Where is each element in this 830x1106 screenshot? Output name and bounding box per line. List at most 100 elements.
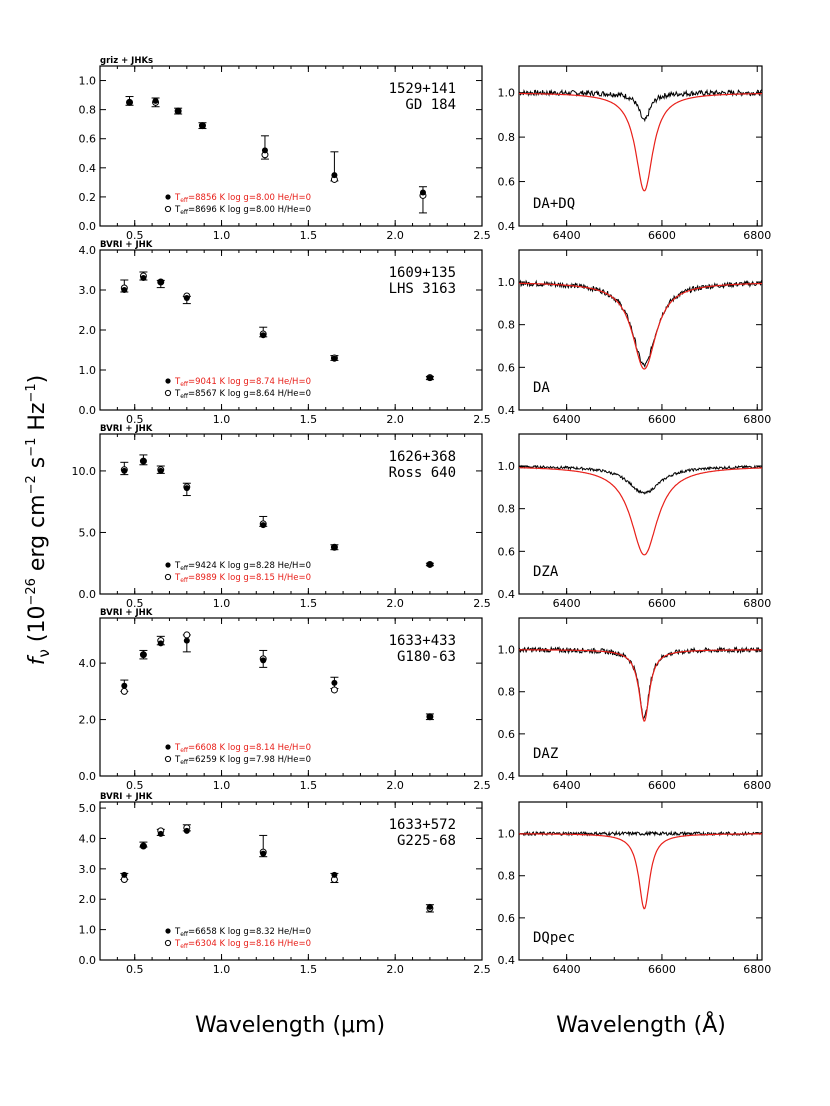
observed-spectrum-line xyxy=(518,279,763,368)
x-tick-label: 1.5 xyxy=(300,779,318,792)
legend-params: =8989 K log g=8.15 H/He=0 xyxy=(188,573,311,583)
panel-1: griz + JHKs 0.5 1.0 1.5 2.0 2.5 0.0 0.2 0.4 0.6 0.… xyxy=(79,56,772,242)
observed-spectrum-line xyxy=(518,830,763,837)
y-tick-label: 5.0 xyxy=(79,802,97,815)
model-filled-point xyxy=(260,332,267,339)
model-filled-point xyxy=(331,871,338,878)
model-filled-point xyxy=(121,871,128,878)
ylabel-exp-b: −2 xyxy=(24,475,39,494)
y-tick-label: 1.0 xyxy=(79,75,97,88)
x-tick-label: 0.5 xyxy=(126,229,144,242)
y-tick-label: 5.0 xyxy=(79,526,97,539)
ylabel-nu: ν xyxy=(35,649,53,657)
spec-x-tick-label: 6600 xyxy=(648,229,676,242)
model-spectrum-line xyxy=(519,649,762,722)
legend-params: =6608 K log g=8.14 He/H=0 xyxy=(188,743,311,753)
legend-teff: T xyxy=(174,755,181,765)
model-filled-point xyxy=(140,843,147,850)
x-tick-label: 1.5 xyxy=(300,597,318,610)
legend-teff: T xyxy=(174,743,181,753)
model-filled-point xyxy=(121,467,128,474)
model-spectrum-line xyxy=(519,282,762,370)
spec-y-tick-label: 0.8 xyxy=(498,686,516,699)
legend-teff-sub: eff xyxy=(180,943,189,950)
spec-y-tick-label: 0.4 xyxy=(498,220,516,233)
spec-x-tick-label: 6600 xyxy=(648,779,676,792)
legend-params: =6304 K log g=8.16 H/He=0 xyxy=(188,939,311,949)
model-open-point xyxy=(183,631,191,639)
legend-params: =6259 K log g=7.98 H/He=0 xyxy=(188,755,311,765)
model-filled-point xyxy=(140,651,147,658)
y-tick-label: 0.0 xyxy=(79,404,97,417)
model-open-point xyxy=(120,687,128,695)
legend-teff: T xyxy=(174,939,181,949)
legend-params: =8696 K log g=8.00 H/He=0 xyxy=(188,205,311,215)
y-axis-label: fν (10−26 erg cm−2 s−1 Hz−1) xyxy=(24,375,53,666)
model-filled-point xyxy=(126,99,133,106)
ylabel-unit-b: erg cm xyxy=(25,494,50,578)
spec-y-tick-label: 0.8 xyxy=(498,319,516,332)
model-filled-point xyxy=(426,561,433,568)
spec-x-tick-label: 6600 xyxy=(648,963,676,976)
model-filled-point xyxy=(183,485,190,492)
spec-x-tick-label: 6800 xyxy=(743,413,771,426)
model-filled-point xyxy=(260,850,267,857)
spec-y-tick-label: 1.0 xyxy=(498,644,516,657)
y-tick-label: 0.0 xyxy=(79,588,97,601)
spectral-type-label: DA xyxy=(533,380,550,396)
x-tick-label: 1.0 xyxy=(213,779,231,792)
x-tick-label: 1.0 xyxy=(213,229,231,242)
object-id: 1633+433 xyxy=(389,633,456,649)
y-tick-label: 3.0 xyxy=(79,284,97,297)
spec-x-tick-label: 6600 xyxy=(648,413,676,426)
spectrum-frame xyxy=(518,801,763,961)
spec-y-tick-label: 0.4 xyxy=(498,404,516,417)
legend-entry: Teff=6658 K log g=8.32 He/H=0 xyxy=(174,927,311,938)
spec-y-tick-label: 0.6 xyxy=(498,545,516,558)
ylabel-unit-e: ) xyxy=(25,375,50,384)
ylabel-exp-c: −1 xyxy=(24,438,39,457)
spec-y-tick-label: 1.0 xyxy=(498,87,516,100)
spec-y-tick-label: 0.4 xyxy=(498,588,516,601)
spectral-type-label: DQpec xyxy=(533,930,575,946)
spec-y-tick-label: 0.4 xyxy=(498,954,516,967)
spectral-type-label: DA+DQ xyxy=(533,196,575,212)
spec-y-tick-label: 0.6 xyxy=(498,361,516,374)
legend-marker-open xyxy=(164,205,172,213)
legend-marker-filled xyxy=(165,928,171,934)
spec-x-tick-label: 6400 xyxy=(553,413,581,426)
model-filled-point xyxy=(426,903,433,910)
legend-params: =9424 K log g=8.28 He/H=0 xyxy=(188,561,311,571)
model-filled-point xyxy=(140,458,147,465)
model-filled-point xyxy=(121,287,128,293)
spec-y-tick-label: 1.0 xyxy=(498,828,516,841)
x-tick-label: 1.5 xyxy=(300,229,318,242)
x-axis-label-right: Wavelength (Å) xyxy=(556,1011,726,1038)
spectral-type-label: DAZ xyxy=(533,746,558,762)
object-name: Ross 640 xyxy=(389,465,456,481)
x-tick-label: 0.5 xyxy=(126,779,144,792)
x-tick-label: 2.5 xyxy=(473,413,491,426)
y-tick-label: 0.0 xyxy=(79,770,97,783)
model-filled-point xyxy=(175,108,182,115)
legend-teff: T xyxy=(174,927,181,937)
legend-params: =8567 K log g=8.64 H/He=0 xyxy=(188,389,311,399)
model-filled-point xyxy=(426,375,433,381)
x-tick-label: 0.5 xyxy=(126,413,144,426)
model-spectrum-line xyxy=(519,92,762,192)
legend-entry: Teff=6259 K log g=7.98 H/He=0 xyxy=(174,755,311,766)
ylabel-unit-d: Hz xyxy=(25,403,50,438)
y-tick-label: 2.0 xyxy=(79,324,97,337)
spectrum-frame xyxy=(518,433,763,595)
panel-3: BVRI + JHK 0.5 1.0 1.5 2.0 2.5 0.0 5.0 10.0 1626+… xyxy=(72,424,772,610)
x-tick-label: 2.5 xyxy=(473,229,491,242)
spectrum-frame xyxy=(518,65,763,227)
spec-y-tick-label: 0.6 xyxy=(498,176,516,189)
ylabel-unit-c: s xyxy=(25,457,50,475)
legend-teff-sub: eff xyxy=(180,759,189,766)
spectrum-frame xyxy=(518,249,763,411)
panel-2: BVRI + JHK 0.5 1.0 1.5 2.0 2.5 0.0 1.0 2.0 3.0 4.0… xyxy=(79,240,772,426)
legend-entry: Teff=9424 K log g=8.28 He/H=0 xyxy=(174,561,311,572)
y-tick-label: 0.2 xyxy=(79,191,97,204)
